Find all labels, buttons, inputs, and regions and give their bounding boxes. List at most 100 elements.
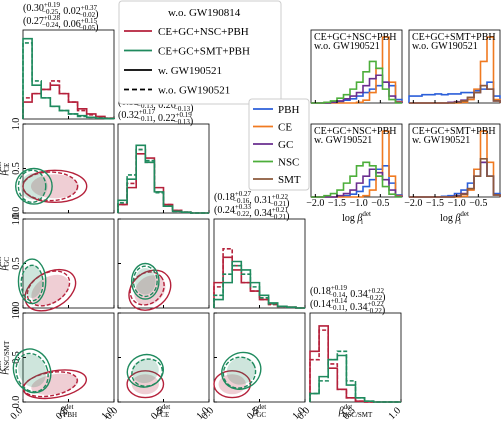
panel-frame <box>310 29 403 104</box>
legend-title: w.o. GW190814 <box>168 7 241 19</box>
annotation-upper: +0.19 <box>176 111 193 119</box>
annotation-value: 0.14 <box>313 299 331 310</box>
label-sub: CE <box>160 411 169 419</box>
y-tick-label: 0.0 <box>11 302 22 315</box>
x-tick-label: 0.0 <box>104 405 121 421</box>
annotation-upper: +0.17 <box>139 108 156 116</box>
histogram-step <box>408 81 501 103</box>
annotation-value: 0.18 <box>217 192 235 203</box>
x-tick-label: −0.5 <box>371 198 389 209</box>
legend-label: CE+GC+SMT+PBH <box>158 46 250 58</box>
contour <box>126 353 164 388</box>
y-tick-label: 0.5 <box>11 162 22 175</box>
density-fill <box>135 267 156 295</box>
x-axis-label: log βdet i <box>440 210 469 226</box>
x-tick-label: −1.5 <box>328 198 346 209</box>
x-tick-label: 0.5 <box>149 405 166 421</box>
annotation-text: ( <box>214 205 218 216</box>
x-axis-label: log βdet i <box>342 210 371 226</box>
x-tick-label: 0.0 <box>200 405 217 421</box>
annotation-lower: −0.13 <box>137 102 154 110</box>
label-sub: i <box>361 218 363 226</box>
x-tick-label: −1.5 <box>426 198 444 209</box>
x-axis-label: βdet GC <box>252 403 267 419</box>
annotation-value: 0.06 <box>63 19 81 30</box>
annotation-upper: +0.22 <box>272 193 289 201</box>
contour <box>20 264 44 302</box>
annotation: (0.24+0.33 −0.22, 0.34+0.21 −0.21) <box>214 203 290 222</box>
annotation-value: 0.26 <box>158 100 176 111</box>
annotation-text: ) <box>382 292 385 303</box>
annotation-text: , <box>153 113 158 124</box>
panel-title: CE+GC+NSC+PBH <box>314 32 397 43</box>
label-sup: det <box>65 403 74 411</box>
contour <box>221 351 262 390</box>
annotation-text: ) <box>190 103 193 114</box>
histogram-step <box>117 144 209 214</box>
panel-frame <box>408 123 501 198</box>
annotation-upper: +0.14 <box>331 297 348 305</box>
annotation-text: ( <box>118 110 122 121</box>
legend-label: w. GW190521 <box>158 65 222 77</box>
annotation-text: , <box>345 289 350 300</box>
annotation: (0.18+0.19 −0.14, 0.34+0.22 −0.22) <box>310 284 386 303</box>
y-tick-label: 0.5 <box>11 257 22 270</box>
histogram-step <box>311 60 402 104</box>
annotation-text: ) <box>95 9 98 20</box>
contour <box>15 352 49 393</box>
x-tick-label: −2.0 <box>306 198 324 209</box>
annotation-lower: −0.22 <box>366 294 383 302</box>
label-sup: det <box>0 162 3 171</box>
x-tick-label: 0.5 <box>54 405 71 421</box>
annotation-text: ( <box>23 16 27 27</box>
annotation-value: 0.31 <box>254 195 272 206</box>
annotation-value: 0.27 <box>26 16 44 27</box>
annotation: (0.32+0.17 −0.11, 0.22+0.19 −0.13) <box>118 108 193 127</box>
annotation-lower: −0.25 <box>42 8 59 16</box>
panel-frame <box>22 29 115 120</box>
label-sup: det <box>162 403 171 411</box>
label-symbol: β <box>156 406 162 417</box>
label-sup: det <box>0 361 3 370</box>
legend-label: NSC <box>278 157 299 169</box>
legend-label: SMT <box>278 174 301 186</box>
annotation-value: 0.22 <box>158 113 176 124</box>
y-tick-label: 1.0 <box>11 118 22 131</box>
annotation-lower: −0.24 <box>42 21 59 29</box>
annotation-upper: +0.22 <box>368 287 385 295</box>
annotation-upper: +0.21 <box>272 206 289 214</box>
annotation-value: 0.30 <box>26 3 44 14</box>
annotation: (0.18+0.27 −0.16, 0.31+0.22 −0.21) <box>214 190 290 209</box>
annotation-lower: −0.21 <box>270 213 287 221</box>
x-tick-label: 1.0 <box>291 405 308 421</box>
contour <box>129 271 165 306</box>
contour <box>17 258 47 305</box>
x-tick-label: −1.0 <box>350 198 368 209</box>
density-fill <box>30 174 79 199</box>
panel-title: w. GW190521 <box>314 135 372 146</box>
label-prefix: log <box>342 213 357 224</box>
x-axis-label: βdet NSC/SMT <box>338 403 373 419</box>
annotation-text: , <box>58 19 63 30</box>
label-symbol: β <box>0 170 9 176</box>
label-symbol: β <box>356 213 362 224</box>
x-tick-label: 1.0 <box>100 405 117 421</box>
y-tick-label: 0.0 <box>11 207 22 220</box>
x-tick-label: 0.5 <box>341 405 358 421</box>
legend: w.o. GW190814 CE+GC+NSC+PBH CE+GC+SMT+PBH w… <box>118 0 282 105</box>
annotation-upper: +0.15 <box>81 17 98 25</box>
density-fill <box>21 264 43 298</box>
annotation-lower: −0.02 <box>79 11 96 19</box>
annotation-lower: −0.22 <box>366 307 383 315</box>
annotation-text: ) <box>286 198 289 209</box>
annotation-value: 0.34 <box>350 302 368 313</box>
panel-title: CE+GC+SMT+PBH <box>412 126 496 137</box>
annotation: (0.14+0.14 −0.11, 0.34+0.22 −0.22) <box>310 297 385 316</box>
annotation-lower: −0.05 <box>79 24 96 32</box>
panel-title: w.o. GW190521 <box>314 41 380 52</box>
annotation-upper: +0.19 <box>44 1 61 9</box>
label-symbol: β <box>0 369 9 375</box>
label-sup: det <box>460 210 469 218</box>
